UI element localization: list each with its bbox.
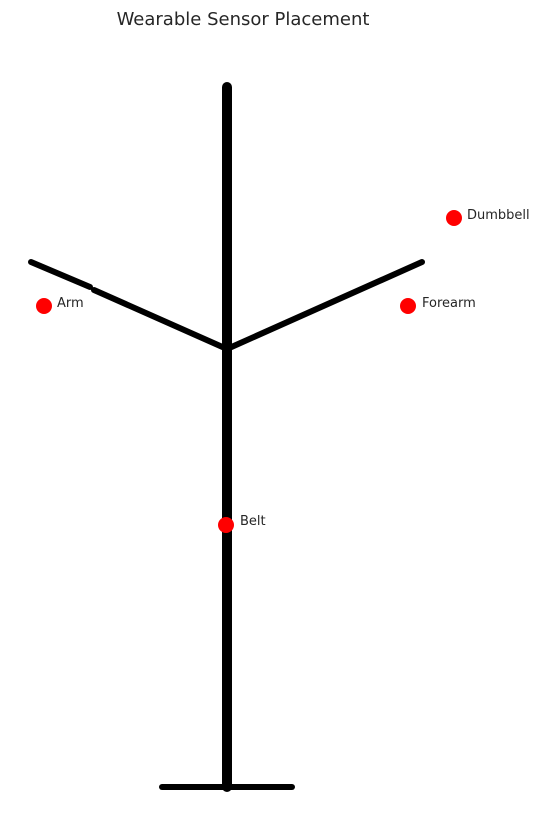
sensor-marker-arm bbox=[36, 298, 52, 314]
sensor-label-arm: Arm bbox=[57, 296, 84, 311]
sensor-belt: Belt bbox=[218, 514, 266, 533]
sensor-marker-forearm bbox=[400, 298, 416, 314]
stick-figure bbox=[28, 82, 425, 792]
sensor-label-belt: Belt bbox=[240, 514, 266, 529]
sensor-arm: Arm bbox=[36, 296, 84, 314]
diagram-title: Wearable Sensor Placement bbox=[117, 9, 370, 30]
sensor-label-dumbbell: Dumbbell bbox=[467, 208, 530, 223]
left-upper-arm-line bbox=[28, 259, 93, 290]
left-lower-arm-line bbox=[91, 287, 230, 352]
sensor-marker-dumbbell bbox=[446, 210, 462, 226]
sensor-forearm: Forearm bbox=[400, 296, 476, 314]
right-arm-line bbox=[224, 259, 425, 352]
sensor-dumbbell: Dumbbell bbox=[446, 208, 530, 226]
sensor-markers: Arm Forearm Dumbbell Belt bbox=[36, 208, 530, 533]
sensor-label-forearm: Forearm bbox=[422, 296, 476, 311]
sensor-marker-belt bbox=[218, 517, 234, 533]
